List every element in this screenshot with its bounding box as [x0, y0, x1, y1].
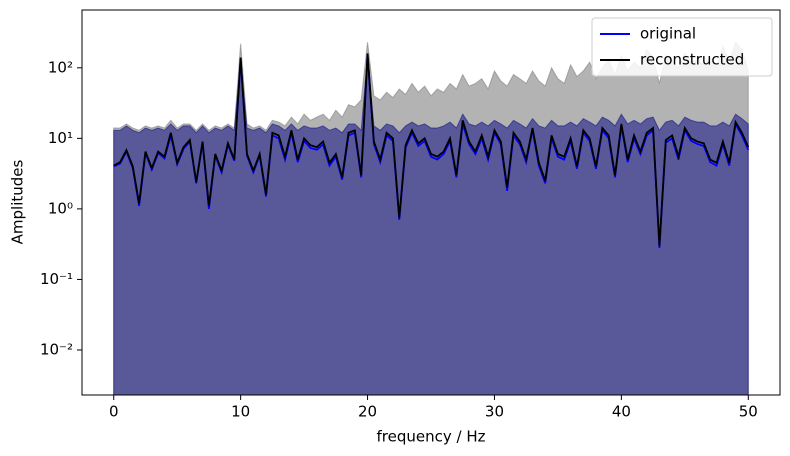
axes-frame	[81, 9, 781, 396]
x-tick-label: 50	[739, 403, 758, 421]
y-tick-label: 10⁻²	[40, 340, 73, 358]
y-tick-label: 10²	[48, 58, 73, 76]
x-axis-label: frequency / Hz	[377, 428, 486, 446]
legend-label: reconstructed	[640, 51, 744, 69]
x-tick-label: 10	[231, 403, 250, 421]
y-tick-label: 10⁰	[48, 199, 73, 217]
x-tick-label: 40	[612, 403, 631, 421]
line-series	[113, 53, 750, 246]
x-tick-label: 20	[358, 403, 377, 421]
y-tick-label: 10⁻¹	[40, 270, 73, 288]
x-tick-label: 30	[485, 403, 504, 421]
legend-label: original	[640, 25, 696, 43]
plot-area	[113, 41, 750, 395]
x-tick-label: 0	[109, 403, 119, 421]
y-tick-label: 10¹	[48, 129, 73, 147]
legend-box	[591, 17, 773, 77]
y-axis-label: Amplitudes	[9, 159, 27, 244]
